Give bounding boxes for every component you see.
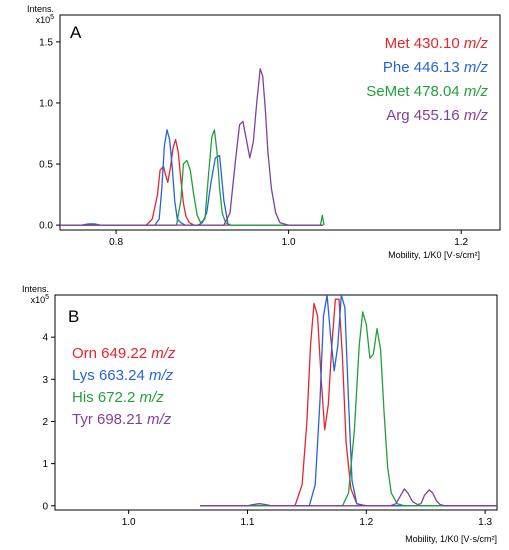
legend-entry: Tyr 698.21 m/z [72, 411, 172, 428]
x-tick-label: 1.2 [454, 237, 468, 248]
x-tick-label: 1.2 [359, 517, 373, 528]
plot-frame [54, 294, 498, 511]
x-tick-label: 1.0 [282, 237, 296, 248]
series-line [200, 488, 497, 507]
series-line [60, 138, 324, 226]
y-tick-label: 2 [42, 417, 48, 428]
y-axis-exponent: x105 [31, 294, 50, 305]
panel-label: B [68, 307, 79, 326]
y-axis-exponent: x105 [36, 14, 55, 25]
y-tick-label: 0.0 [39, 221, 53, 232]
series-line [200, 295, 497, 507]
y-tick-label: 0 [42, 501, 48, 512]
y-tick-label: 4 [42, 333, 48, 344]
x-axis-label: Mobility, 1/K0 [V·s/cm²] [405, 534, 497, 544]
legend-entry: SeMet 478.04 m/z [366, 83, 488, 100]
legend-entry: Orn 649.22 m/z [72, 345, 176, 362]
plot-frame [59, 14, 501, 231]
series-line [200, 298, 497, 507]
series-line [81, 129, 324, 226]
x-axis-label: Mobility, 1/K0 [V·s/cm²] [388, 250, 480, 260]
y-tick-label: 3 [42, 375, 48, 386]
legend-entry: Phe 446.13 m/z [383, 59, 489, 76]
chart-panel-b: 0 1 2 3 4 1.0 1.1 1.2 1.3 Intens.x105 Mobility, 1/… [22, 284, 498, 544]
legend-entry: Lys 663.24 m/z [72, 367, 174, 384]
chart-panel-a: 0.0 0.5 1.0 1.5 0.8 1.0 1.2 Intens.x105 Mobility… [27, 4, 501, 260]
x-tick-label: 1.1 [241, 517, 255, 528]
x-tick-label: 1.0 [122, 517, 136, 528]
y-tick-label: 1.0 [39, 98, 53, 109]
y-axis-label: Intens. [27, 4, 54, 14]
legend-entry: His 672.2 m/z [72, 389, 164, 406]
x-tick-label: 0.8 [109, 237, 123, 248]
y-axis-label: Intens. [22, 284, 49, 294]
y-tick-label: 1.5 [39, 37, 53, 48]
x-tick-label: 1.3 [478, 517, 492, 528]
legend-entry: Arg 455.16 m/z [386, 107, 488, 124]
series-line [60, 68, 324, 226]
y-tick-label: 1 [42, 459, 48, 470]
y-tick-label: 0.5 [39, 160, 53, 171]
series-line [200, 311, 497, 507]
legend-entry: Met 430.10 m/z [385, 35, 489, 52]
series-line [60, 129, 325, 226]
panel-label: A [70, 23, 82, 42]
